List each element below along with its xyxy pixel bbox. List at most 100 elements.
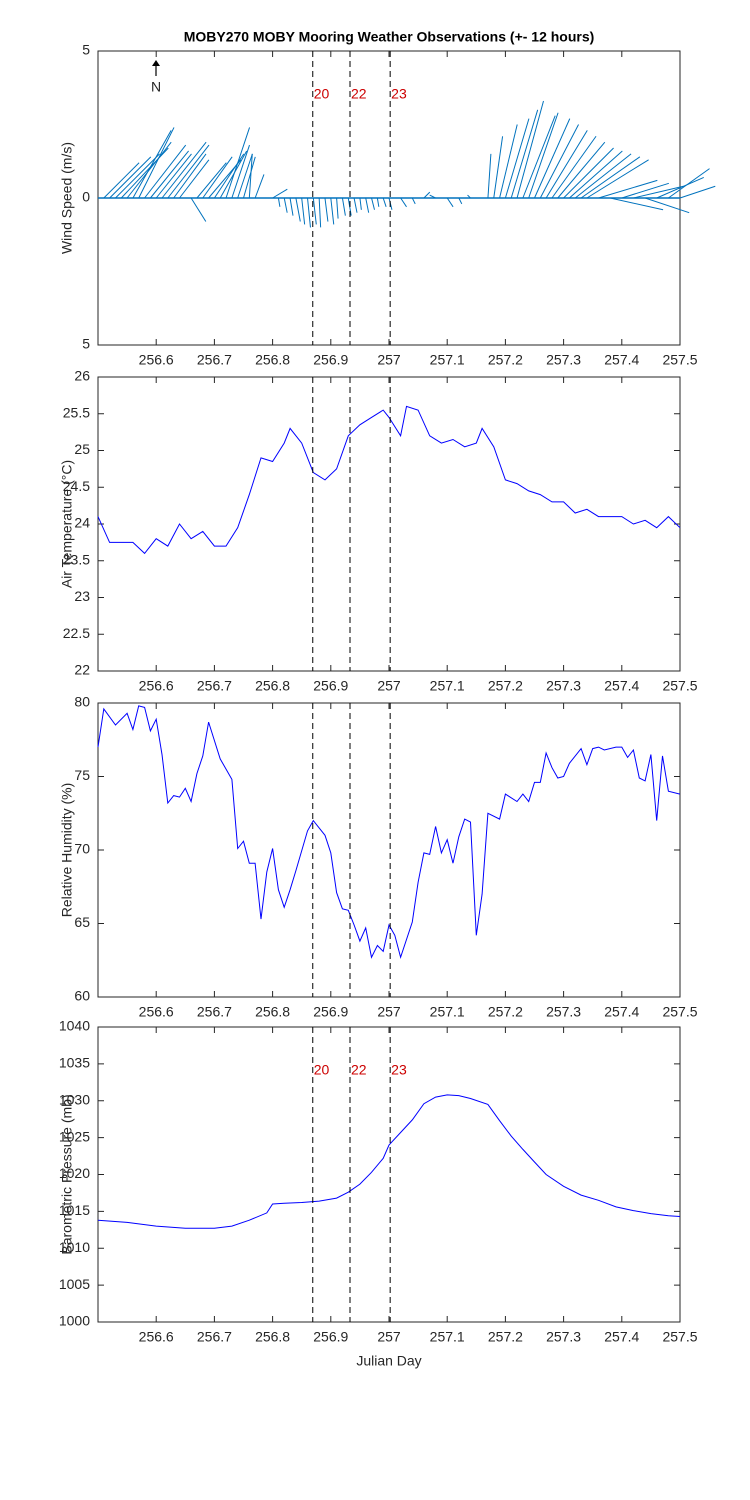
x-tick-label: 256.7 [197, 678, 232, 694]
data-line [97, 705, 681, 960]
data-line [97, 1094, 681, 1229]
x-tick-label: 257.3 [546, 1004, 581, 1020]
wind-vector [289, 197, 294, 216]
wind-vector [574, 153, 632, 199]
x-tick-label: 256.8 [255, 352, 290, 368]
wind-vector [458, 197, 463, 205]
y-tick-label: 26 [74, 368, 90, 384]
wind-vector [516, 100, 544, 199]
y-axis-label: Wind Speed (m/s) [59, 142, 75, 254]
y-tick-label: 23 [74, 588, 90, 604]
y-tick-label: 1015 [59, 1202, 90, 1218]
x-tick-label: 257.2 [488, 1004, 523, 1020]
data-line [97, 405, 681, 555]
wind-vector [115, 153, 160, 199]
y-tick-label: 80 [74, 694, 90, 710]
wind-vector [173, 153, 207, 199]
wind-vector [644, 197, 690, 214]
x-tick-label: 257.1 [430, 1329, 465, 1345]
y-tick-label: 1020 [59, 1165, 90, 1181]
x-tick-label: 257.5 [662, 1004, 697, 1020]
x-tick-label: 257 [377, 352, 401, 368]
x-tick-label: 257 [377, 678, 401, 694]
wind-vector [301, 197, 306, 225]
wind-vector [243, 156, 256, 199]
y-tick-label: 1000 [59, 1313, 90, 1329]
wind-vector [504, 118, 530, 199]
wind-vector [563, 147, 614, 199]
wind-vector [376, 197, 380, 207]
north-label: N [151, 79, 161, 95]
wind-vector [161, 141, 207, 199]
chart-title: MOBY270 MOBY Mooring Weather Observation… [184, 29, 595, 45]
wind-vector [499, 124, 518, 199]
wind-vector [557, 141, 606, 199]
y-tick-label: 23.5 [63, 551, 90, 567]
y-axis-label: Barometric Pressure (mb) [59, 1094, 75, 1254]
y-tick-label: 1010 [59, 1239, 90, 1255]
wind-vector [237, 153, 253, 199]
y-tick-label: 60 [74, 988, 90, 1004]
y-tick-label: 1035 [59, 1055, 90, 1071]
wind-vector [365, 197, 370, 213]
wind-vector [371, 197, 375, 210]
x-tick-label: 256.9 [313, 678, 348, 694]
wind-vector [467, 194, 471, 199]
y-axis-label: Relative Humidity (%) [59, 783, 75, 918]
wind-vector [656, 176, 704, 199]
wind-vector [528, 112, 559, 199]
x-tick-label: 257.1 [430, 352, 465, 368]
wind-vector [400, 197, 407, 208]
x-tick-label: 257.2 [488, 678, 523, 694]
wind-vector [202, 156, 233, 199]
x-tick-label: 257 [377, 1329, 401, 1345]
wind-vector [283, 197, 288, 213]
x-tick-label: 257 [377, 1004, 401, 1020]
x-tick-label: 256.9 [313, 1329, 348, 1345]
y-axis-label: Air Temperature (°C) [59, 460, 75, 588]
wind-vector [295, 197, 301, 222]
x-tick-label: 256.8 [255, 678, 290, 694]
wind-vector [586, 159, 649, 199]
wind-vector [190, 197, 207, 222]
plot-area [97, 376, 681, 672]
y-tick-label: 25.5 [63, 404, 90, 420]
wind-vector [248, 153, 253, 199]
y-tick-label: 0 [82, 189, 90, 205]
wind-vector [539, 124, 579, 199]
wind-vector [359, 197, 362, 210]
event-label: 20 [314, 1062, 330, 1078]
x-tick-label: 256.7 [197, 1004, 232, 1020]
x-tick-label: 256.7 [197, 1329, 232, 1345]
x-tick-label: 256.7 [197, 352, 232, 368]
x-tick-label: 257.4 [604, 352, 639, 368]
wind-vector [132, 130, 172, 199]
y-tick-label: 1040 [59, 1018, 90, 1034]
north-arrow-head [152, 60, 160, 66]
x-tick-label: 257.4 [604, 678, 639, 694]
wind-vector [330, 197, 335, 225]
wind-vector [510, 109, 539, 199]
x-tick-label: 257.5 [662, 352, 697, 368]
x-tick-label: 257.4 [604, 1329, 639, 1345]
x-tick-label: 257.3 [546, 678, 581, 694]
wind-vector [534, 118, 571, 199]
wind-vector [179, 159, 210, 199]
wind-vector [353, 197, 358, 213]
wind-vector [196, 162, 227, 199]
plot-area [97, 702, 681, 998]
wind-vector [155, 153, 192, 199]
wind-vector [225, 127, 251, 199]
x-tick-label: 256.6 [139, 678, 174, 694]
x-tick-label: 256.6 [139, 1329, 174, 1345]
wind-vector [277, 197, 281, 207]
wind-vector [621, 182, 669, 199]
wind-vector [149, 150, 189, 199]
wind-vector [429, 194, 436, 199]
wind-vector [213, 153, 245, 199]
wind-vector [341, 197, 346, 216]
wind-vector [493, 136, 504, 199]
x-tick-label: 256.9 [313, 1004, 348, 1020]
wind-vector [144, 144, 187, 199]
y-tick-label: 5 [82, 42, 90, 58]
